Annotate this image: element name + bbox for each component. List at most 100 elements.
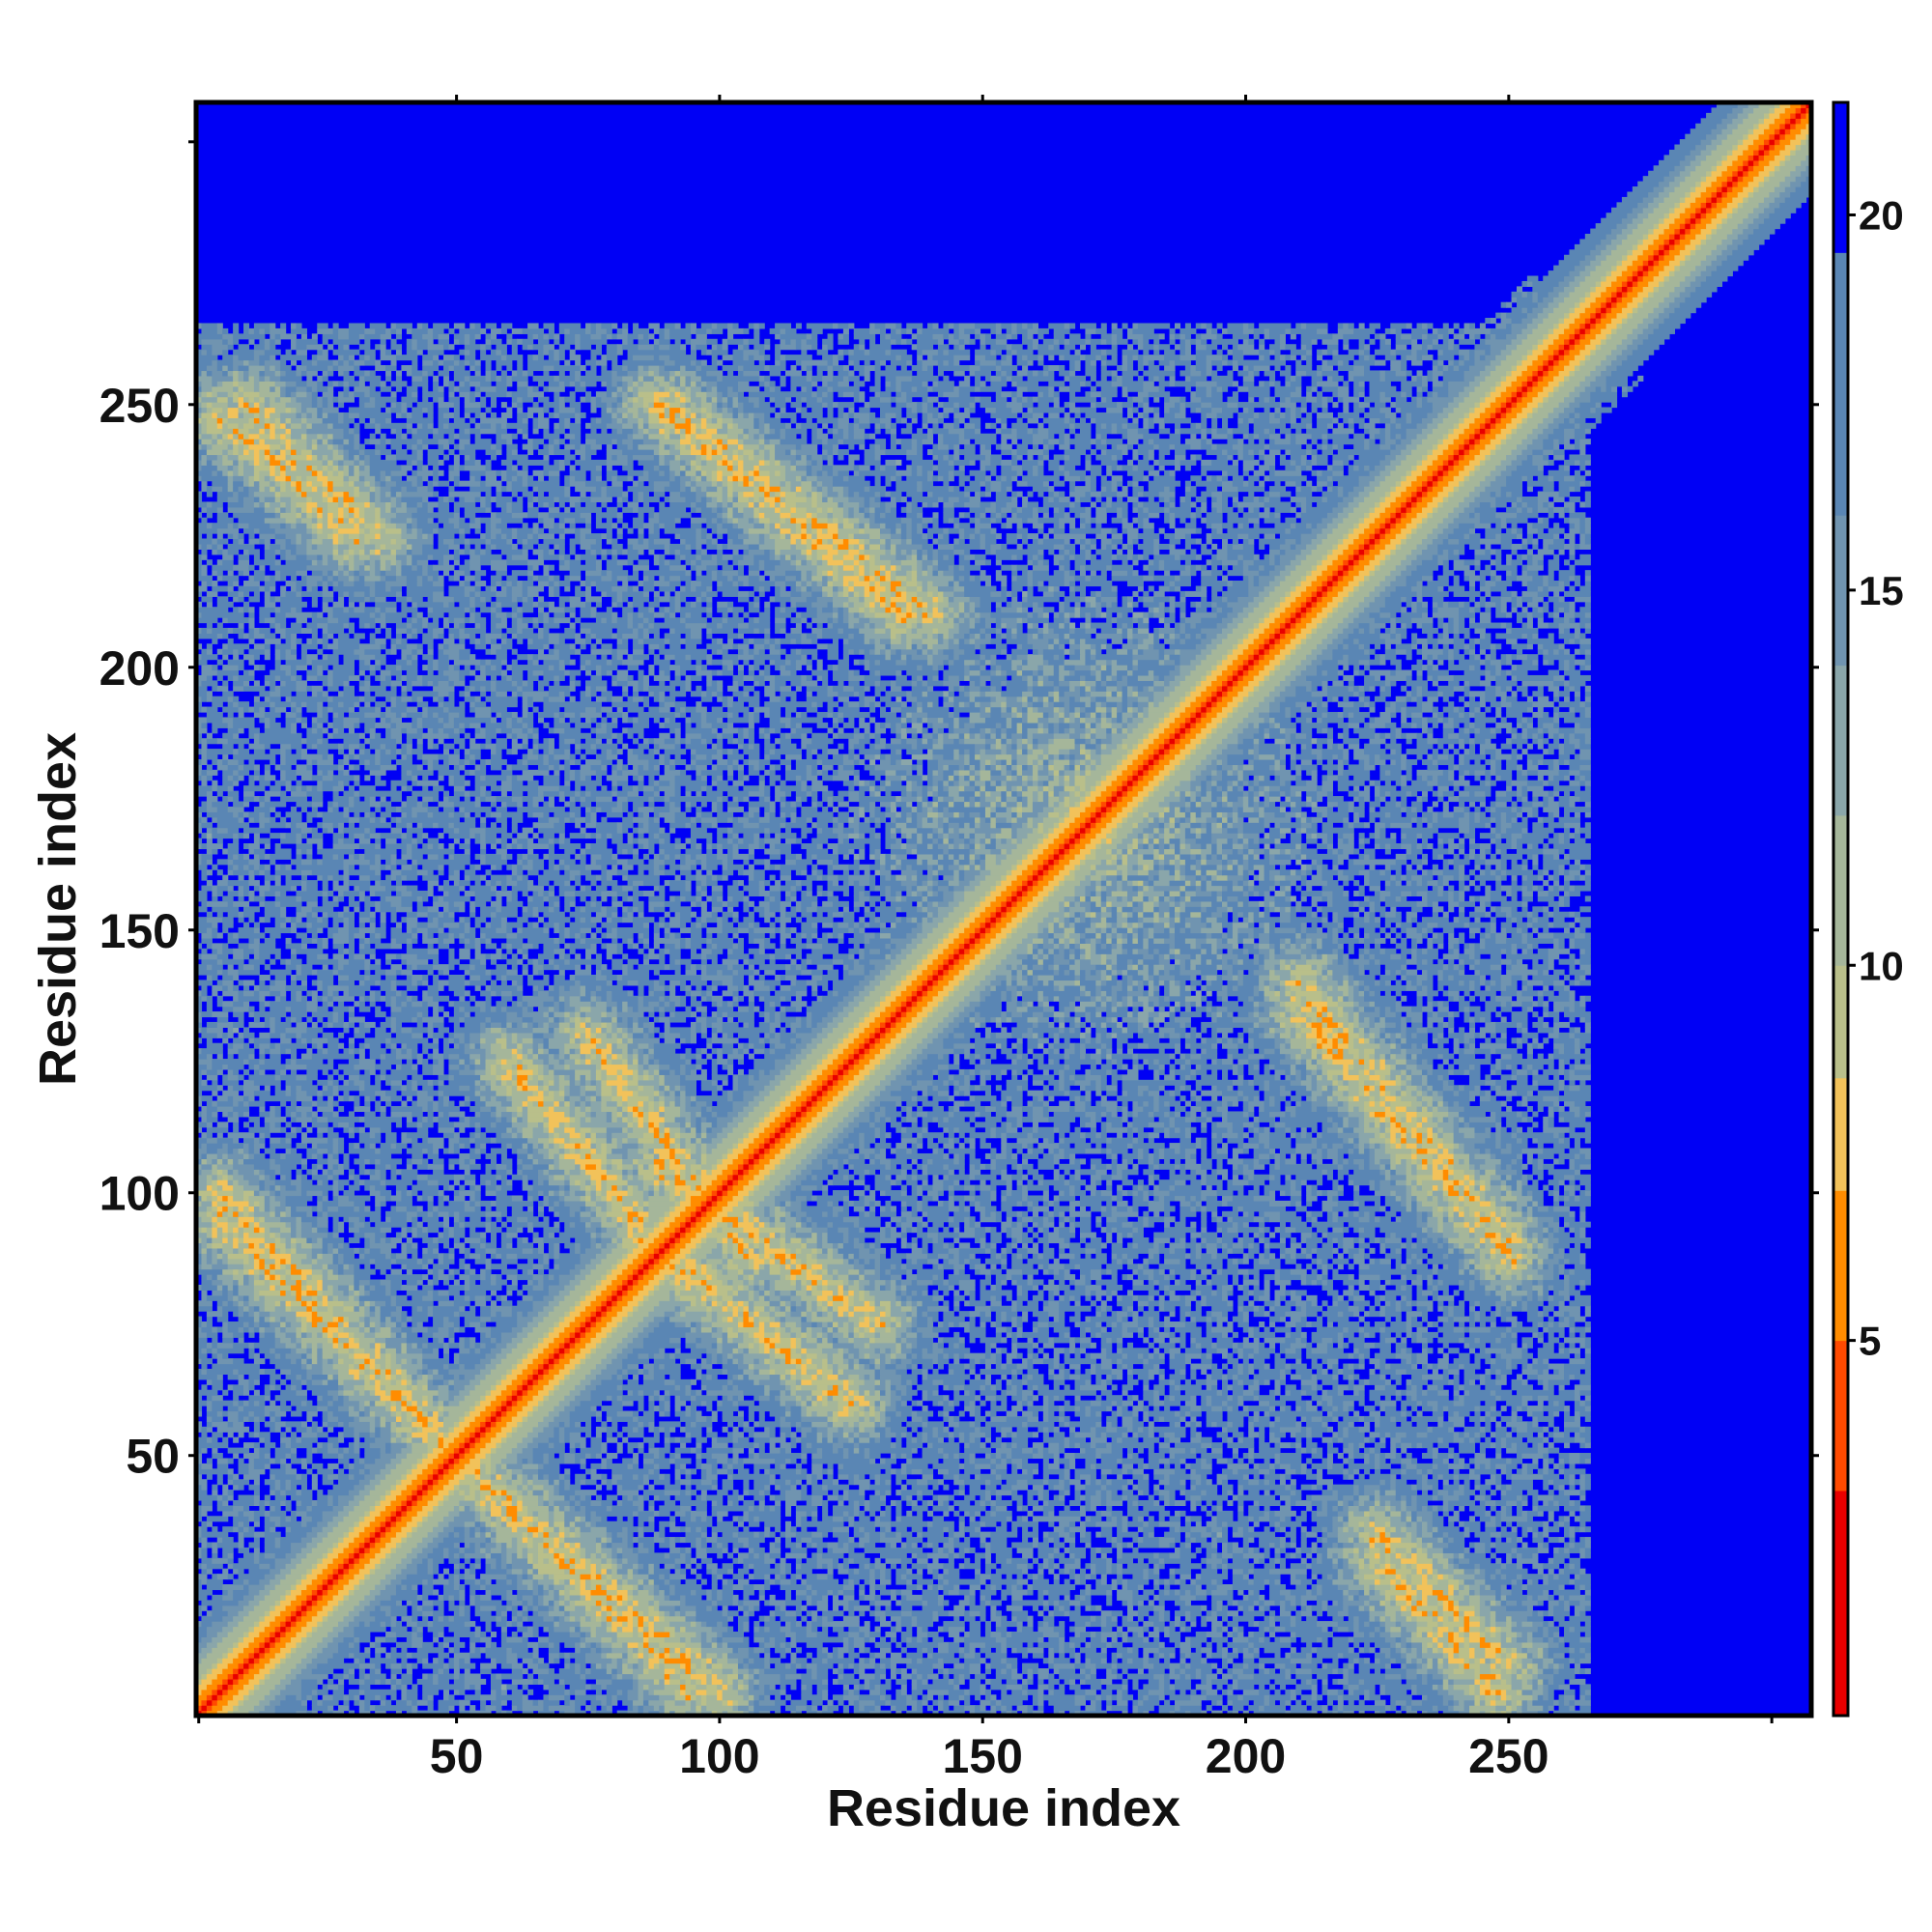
heatmap-cell [854, 1690, 860, 1695]
heatmap-cell [753, 1548, 764, 1553]
heatmap-cell [843, 1563, 849, 1569]
heatmap-cell [254, 1658, 260, 1663]
heatmap-cell [533, 1558, 539, 1564]
heatmap-cell [549, 1647, 559, 1653]
heatmap-cell [1427, 1600, 1437, 1605]
heatmap-cell [1443, 1548, 1464, 1553]
heatmap-cell [1117, 1563, 1122, 1569]
heatmap-cell [1037, 1694, 1043, 1700]
heatmap-cell [875, 1600, 892, 1605]
heatmap-cell [1517, 1668, 1522, 1674]
heatmap-cell [1579, 1569, 1585, 1575]
heatmap-cell [1075, 1642, 1081, 1648]
heatmap-cell [496, 1605, 506, 1611]
heatmap-cell [1190, 1532, 1201, 1538]
heatmap-cell [738, 1558, 744, 1564]
heatmap-cell [822, 1690, 828, 1695]
heatmap-cell [1454, 1600, 1460, 1605]
heatmap-cell [570, 1610, 586, 1616]
heatmap-cell [480, 1605, 497, 1611]
heatmap-cell [790, 1700, 807, 1706]
heatmap-cell [764, 1653, 770, 1659]
heatmap-cell [1322, 1705, 1328, 1711]
heatmap-cell [796, 1663, 802, 1669]
heatmap-cell [354, 1584, 359, 1590]
heatmap-cell [854, 1684, 860, 1690]
heatmap-cell [785, 1563, 791, 1569]
heatmap-cell [1422, 1663, 1428, 1669]
heatmap-cell [717, 1673, 727, 1679]
heatmap-cell [1312, 1658, 1322, 1663]
heatmap-cell [848, 1605, 854, 1611]
heatmap-cell [417, 1542, 428, 1548]
heatmap-cell [1185, 1663, 1191, 1669]
heatmap-cell [738, 1679, 744, 1685]
heatmap-cell [1411, 1552, 1417, 1558]
heatmap-cell [1501, 1632, 1507, 1637]
heatmap-cell [770, 1636, 776, 1642]
heatmap-cell [1175, 1705, 1180, 1711]
heatmap-cell [848, 1552, 865, 1558]
heatmap-cell [1037, 1690, 1043, 1695]
heatmap-cell [448, 1548, 459, 1553]
heatmap-cell [1548, 1579, 1570, 1585]
heatmap-cell [1138, 1558, 1144, 1564]
heatmap-cell [270, 1621, 280, 1627]
heatmap-cell [1575, 1542, 1585, 1548]
heatmap-cell [1327, 1574, 1333, 1579]
heatmap-cell [1054, 1610, 1065, 1616]
heatmap-cell [1317, 1610, 1322, 1616]
heatmap-cell [364, 1679, 375, 1685]
heatmap-cell [469, 1569, 475, 1575]
heatmap-cell [549, 1574, 554, 1579]
heatmap-cell [1433, 1569, 1438, 1575]
heatmap-cell [959, 1526, 965, 1532]
heatmap-cell [880, 1569, 886, 1575]
heatmap-cell [270, 1642, 275, 1648]
heatmap-cell [1474, 1700, 1480, 1706]
heatmap-cell [243, 1521, 249, 1527]
heatmap-cell [259, 1616, 265, 1622]
heatmap-cell [554, 1621, 559, 1627]
heatmap-cell [1117, 1579, 1122, 1585]
heatmap-cell [312, 1668, 333, 1674]
heatmap-cell [1338, 1627, 1349, 1633]
heatmap-cell [1312, 1684, 1318, 1690]
heatmap-cell [239, 1574, 266, 1579]
heatmap-cell [454, 1526, 465, 1532]
heatmap-cell [691, 1694, 696, 1700]
heatmap-cell [869, 1563, 875, 1569]
heatmap-cell [1396, 1600, 1406, 1605]
heatmap-cell [312, 1700, 318, 1706]
heatmap-cell [781, 1569, 786, 1575]
heatmap-cell [1065, 1642, 1070, 1648]
heatmap-cell [375, 1605, 381, 1611]
heatmap-cell [1469, 1647, 1475, 1653]
heatmap-cell [433, 1673, 439, 1679]
heatmap-cell [1375, 1542, 1385, 1548]
heatmap-cell [585, 1642, 591, 1648]
heatmap-cell [1028, 1668, 1034, 1674]
heatmap-cell [1001, 1690, 1007, 1695]
heatmap-cell [1433, 1563, 1443, 1569]
heatmap-cell [1222, 1663, 1228, 1669]
heatmap-cell [575, 1579, 581, 1585]
heatmap-cell [1243, 1668, 1254, 1674]
heatmap-cell [1312, 1589, 1318, 1595]
heatmap-cell [817, 1526, 834, 1532]
heatmap-cell [344, 1558, 350, 1564]
heatmap-cell [533, 1584, 539, 1590]
heatmap-cell [564, 1532, 570, 1538]
heatmap-cell [1422, 1589, 1433, 1595]
heatmap-cell [422, 1558, 428, 1564]
heatmap-cell [475, 1548, 481, 1553]
heatmap-cell [454, 1690, 460, 1695]
heatmap-cell [654, 1679, 660, 1685]
heatmap-cell [359, 1668, 365, 1674]
heatmap-cell [712, 1542, 718, 1548]
heatmap-cell [270, 1589, 286, 1595]
heatmap-cell [833, 1600, 849, 1605]
heatmap-cell [344, 1532, 350, 1538]
heatmap-cell [1280, 1636, 1291, 1642]
heatmap-cell [980, 1542, 985, 1548]
